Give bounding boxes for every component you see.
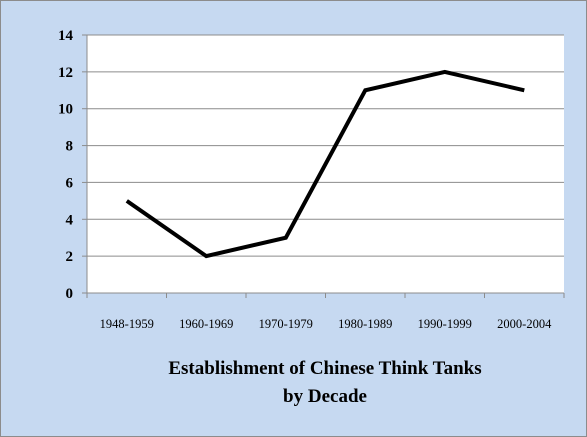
y-tick-label: 0 [66,286,74,302]
y-tick-labels: 0 2 4 6 8 10 12 14 [58,28,74,302]
x-tick-label: 2000-2004 [497,317,552,331]
x-tick-label: 1990-1999 [418,317,472,331]
x-tick-label: 1960-1969 [179,317,233,331]
y-tick-label: 4 [66,212,74,228]
chart-title-line-2: by Decade [283,386,367,407]
y-tick-label: 6 [66,175,74,191]
y-tick-label: 8 [66,139,74,155]
series-line [125,69,525,259]
x-tick-label: 1980-1989 [338,317,392,331]
x-tick-label: 1970-1979 [259,317,313,331]
y-tick-label: 10 [58,102,73,118]
x-tick-labels: 1948-1959 1960-1969 1970-1979 1980-1989 1990… [100,317,552,331]
gridlines [82,34,564,294]
chart-title: Establishment of Chinese Think Tanks by … [168,358,481,407]
y-tick-label: 14 [58,28,74,44]
axes [86,35,565,298]
y-tick-label: 2 [66,249,74,265]
x-tick-label: 1948-1959 [100,317,154,331]
y-tick-label: 12 [58,65,73,81]
chart-title-line-1: Establishment of Chinese Think Tanks [168,358,481,379]
